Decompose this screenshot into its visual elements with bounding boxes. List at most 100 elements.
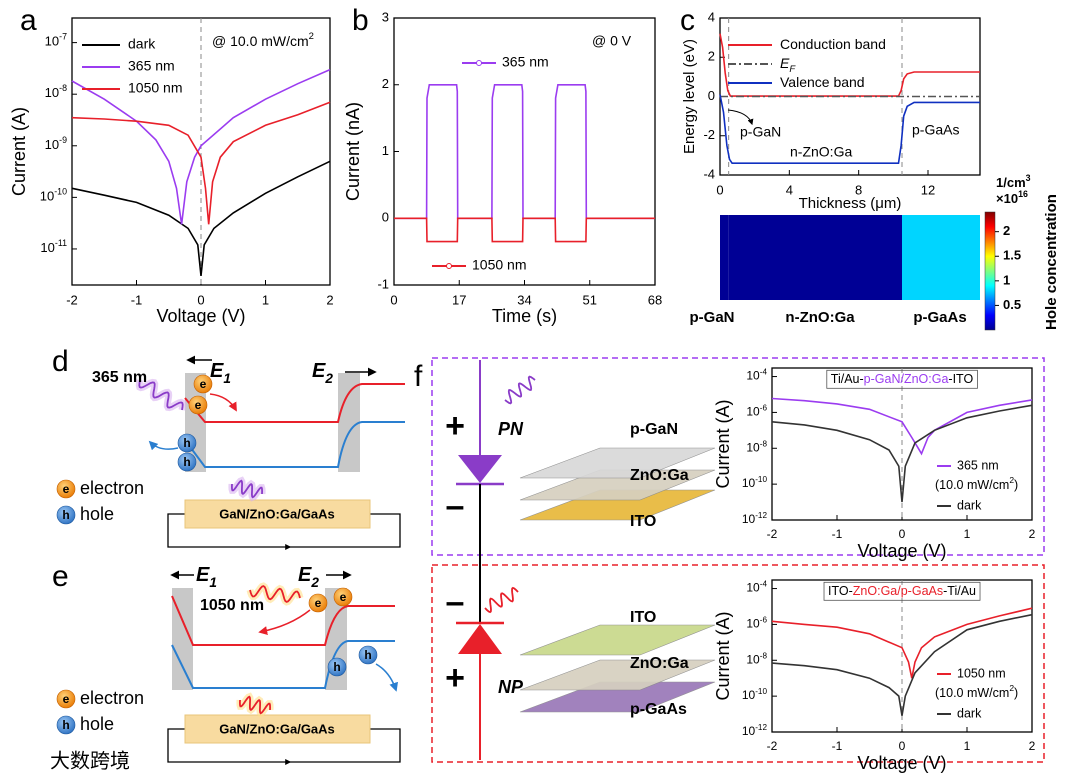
junction-type: NP	[498, 677, 524, 697]
legend-label: dark	[957, 498, 982, 512]
y-tick-label: -2	[703, 127, 715, 142]
legend-note: (10.0 mW/cm2)	[935, 475, 1018, 492]
y-tick-label-part: 10	[746, 405, 760, 419]
legend-note: (10.0 mW/cm2)	[935, 683, 1018, 700]
icon-letter: e	[200, 377, 207, 391]
x-tick-label: 1	[964, 527, 971, 541]
hole-icon	[56, 505, 76, 525]
y-tick-label-part: -8	[59, 84, 67, 94]
y-tick-label-part: -6	[760, 403, 768, 412]
x-axis-label: Thickness (μm)	[799, 195, 902, 212]
legend-label: Conduction band	[780, 36, 886, 52]
colorbar-tick-label: 1.5	[1003, 248, 1021, 263]
chart-title: Ti/Au-p-GaN/ZnO:Ga-ITO	[831, 372, 974, 386]
y-tick-label-part: 10	[746, 581, 760, 595]
x-tick-label: -2	[66, 292, 78, 307]
x-tick-label: 1	[964, 739, 971, 753]
y-tick-label-part: 10	[45, 34, 59, 49]
y-tick-label-part: 10	[742, 724, 756, 738]
icon-letter: e	[195, 398, 202, 412]
x-tick-label: 2	[1029, 527, 1036, 541]
legend-label: hole	[80, 714, 114, 734]
device-label: GaN/ZnO:Ga/GaAs	[219, 506, 335, 521]
watermark: 大数跨境	[50, 749, 130, 772]
y-tick-label: 0	[708, 88, 715, 103]
legend-label: dark	[128, 36, 156, 52]
title-box	[826, 369, 978, 389]
y-tick-label: 10-6	[746, 403, 767, 419]
colorbar-unit-part: 1/cm	[996, 175, 1026, 190]
hole-icon	[177, 433, 197, 453]
legend-label: 1050 nm	[957, 666, 1006, 680]
frame-top	[431, 357, 1045, 556]
legend-note-part: (10.0 mW/cm	[935, 478, 1009, 492]
icon-letter: h	[183, 455, 190, 469]
category-label: p-GaAs	[913, 309, 966, 326]
layer-gaas	[519, 681, 716, 713]
colorbar-tick-label: 2	[1003, 223, 1010, 238]
conduction-band	[184, 383, 405, 423]
legend-label: hole	[80, 504, 114, 524]
colorbar-unit-part: 3	[1026, 173, 1031, 183]
annotation: @ 0 V	[592, 33, 632, 49]
y-axis-label: Current (A)	[713, 611, 733, 700]
x-tick-label: 4	[786, 182, 793, 197]
y-tick-label: -1	[377, 276, 389, 291]
x-tick-label: 1	[262, 292, 269, 307]
region-label: n-ZnO:Ga	[790, 144, 852, 160]
x-tick-label: 12	[921, 182, 935, 197]
x-tick-label: 0	[390, 292, 397, 307]
legend-label-part: Valence band	[780, 74, 865, 90]
x-tick-label: 34	[517, 292, 531, 307]
y-tick-label-part: 10	[742, 476, 756, 490]
y-tick-label-part: -10	[54, 187, 67, 197]
colorbar-tick-label: 1	[1003, 272, 1010, 287]
series-line	[71, 160, 331, 276]
layer-zno	[519, 469, 716, 501]
legend-label: 1050 nm	[472, 257, 526, 273]
electron-icon	[308, 593, 328, 613]
x-tick-label: 51	[583, 292, 597, 307]
valence-band	[171, 640, 395, 689]
y-tick-label-part: -12	[755, 723, 767, 732]
field-label: E2	[312, 360, 333, 386]
legend-label-part: E	[780, 55, 790, 71]
title-part: ZnO:Ga/p-GaAs	[853, 584, 943, 598]
junction-zone	[172, 588, 193, 690]
arrow	[727, 109, 754, 126]
y-tick-label-part: -8	[760, 651, 768, 660]
y-tick-label-part: -7	[59, 32, 67, 42]
layer-label: ITO	[630, 609, 656, 626]
light-wave	[230, 479, 264, 499]
legend-label: 365 nm	[502, 54, 549, 70]
electron-icon	[56, 479, 76, 499]
layer-zno	[519, 659, 716, 691]
icon-letter: e	[315, 596, 322, 610]
colorbar-scale-part: 16	[1018, 189, 1028, 199]
y-tick-label-part: -4	[760, 579, 768, 588]
y-tick-label: 1	[382, 143, 389, 158]
x-tick-label: 0	[716, 182, 723, 197]
icon-letter: e	[63, 482, 70, 496]
layer-label: ZnO:Ga	[630, 655, 689, 672]
valence-band	[184, 421, 405, 468]
device	[184, 499, 371, 529]
panel-label: f	[414, 360, 423, 393]
y-tick-label-part: -4	[760, 367, 768, 376]
y-tick-label-part: 10	[746, 440, 760, 454]
diode-triangle	[458, 455, 502, 483]
title-part: ITO-	[828, 584, 853, 598]
y-tick-label: 10-4	[746, 367, 767, 383]
sign: –	[446, 487, 465, 525]
junction-zone	[338, 373, 360, 472]
field-label: E2	[298, 564, 319, 590]
y-tick-label: 10-11	[40, 238, 67, 255]
x-tick-label: -1	[131, 292, 143, 307]
layer-gan	[519, 447, 716, 479]
y-tick-label: 10-10	[742, 687, 768, 703]
y-tick-label-part: -10	[755, 475, 767, 484]
icon-letter: h	[62, 508, 69, 522]
electron-icon	[56, 689, 76, 709]
frame-bottom	[431, 564, 1045, 763]
